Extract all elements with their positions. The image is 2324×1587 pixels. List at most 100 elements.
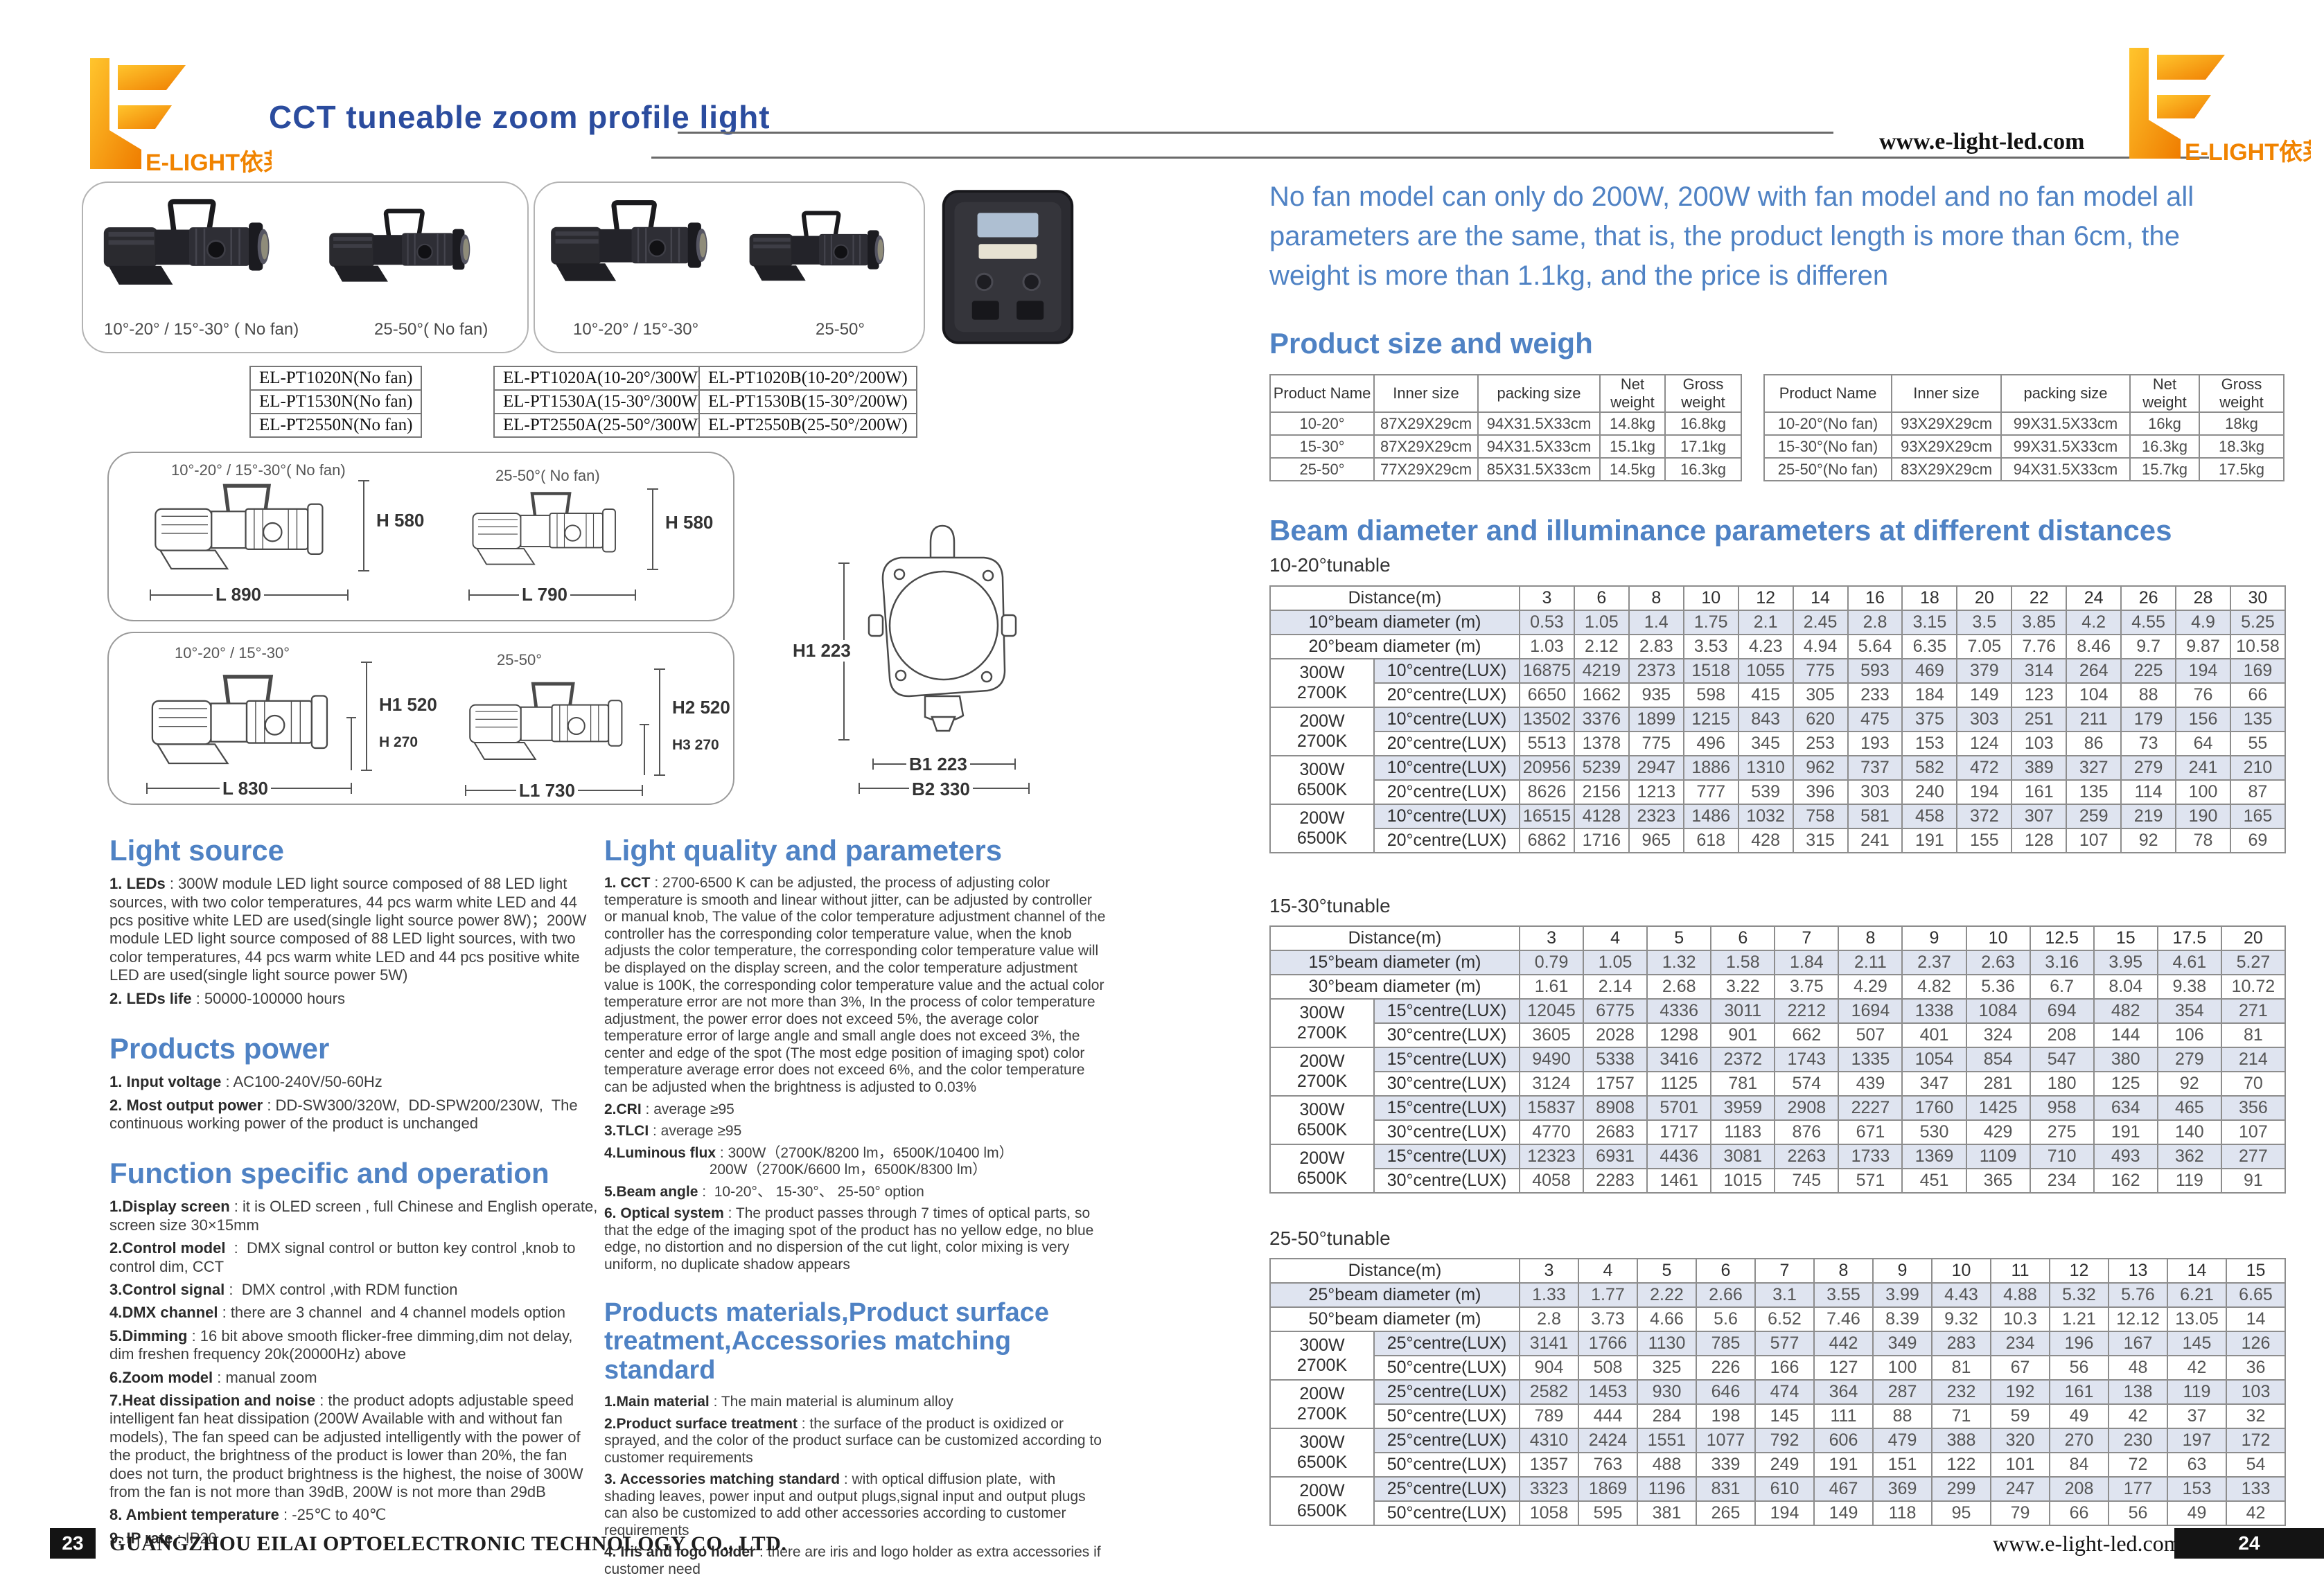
spec-item-text: : manual zoom [213,1368,317,1386]
beam-row: 300W 2700K 10°centre(LUX) 16875 4219 2373 151… [1269,658,2286,708]
photo-box-nofan: 10°-20° / 15°-30° ( No fan) 25-50°( No f… [82,181,529,353]
spec-item-label: 2. LEDs life [109,989,192,1007]
products-power-items: 1. Input voltage : AC100-240V/50-60Hz 2. … [109,1073,598,1133]
lux-value: 458 [1901,804,1958,829]
angle-label: 10°centre(LUX) [1373,804,1520,829]
beam-value: 2.45 [1792,610,1849,635]
model-row: EL-PT1530B(15-30°/200W) [698,389,917,414]
power-label: 300W 6500K [1269,1095,1375,1145]
lux-value: 161 [2011,779,2068,805]
lux-value: 233 [1847,682,1903,708]
distance-value: 4 [1583,925,1648,951]
lux-value: 598 [1682,682,1739,708]
lux-value: 1899 [1628,707,1684,732]
spec-item: 5.Dimming : 16 bit above smooth flicker-… [109,1327,598,1364]
lux-value: 965 [1628,828,1684,853]
beam-value: 1.4 [1628,610,1684,635]
distance-value: 24 [2066,585,2122,611]
lux-value: 100 [2175,779,2231,805]
spec-item: 2.Product surface treatment : the surfac… [604,1416,1107,1467]
lux-value: 508 [1578,1355,1638,1381]
beam-row: 50°centre(LUX) 1058 595 381 265 194 149 118 95 79… [1270,1500,2286,1526]
lux-value: 125 [2093,1071,2158,1097]
size-cell: 83X29X29cm [1891,457,2002,481]
lux-value: 145 [2167,1331,2227,1356]
beam-value: 9.38 [2156,974,2222,1000]
dimension-label: H2 520 [669,697,733,718]
distance-value: 18 [1901,585,1958,611]
lux-value: 69 [2229,828,2286,853]
lux-value: 198 [1696,1403,1756,1429]
power-label: 200W 6500K [1269,1476,1375,1526]
section-title-function-specific: Function specific and operation [109,1157,549,1190]
angle-label: 50°centre(LUX) [1373,1355,1520,1381]
website-link-top[interactable]: www.e-light-led.com [1879,129,2085,154]
beam-table: Distance(m) 3 6 8 10 12 14 16 18 20 22 24 26 28 30 10°b… [1269,585,2286,853]
beam-value: 6.52 [1754,1306,1815,1332]
lux-value: 42 [2226,1500,2286,1526]
lux-value: 277 [2220,1144,2286,1169]
lux-value: 194 [1956,779,2013,805]
lux-value: 107 [2220,1119,2286,1145]
lux-value: 2227 [1838,1095,1903,1121]
spec-item-label: 4.Luminous flux [604,1144,716,1161]
lux-value: 307 [2011,804,2068,829]
lux-value: 191 [1813,1452,1874,1478]
angle-label: 20°centre(LUX) [1373,779,1520,805]
diagram-caption: 25-50° [497,651,543,668]
lux-value: 1109 [1965,1144,2031,1169]
beam-row: 200W 2700K 10°centre(LUX) 13502 3376 1899 121… [1269,707,2286,756]
spec-item-label: 6.Zoom model [109,1368,213,1386]
diagram-box-fan: 10°-20° / 15°-30° H1 520 H 270 L 830 25-… [107,632,734,805]
spec-item-label: 6. Optical system [604,1205,724,1222]
lux-value: 758 [1792,804,1849,829]
beam-value: 8.39 [1872,1306,1933,1332]
spec-item-text: : The main material is aluminum alloy [709,1393,953,1410]
lux-value: 930 [1637,1379,1697,1405]
lux-value: 153 [2167,1476,2227,1502]
website-link-bottom[interactable]: www.e-light-led.com [1993,1531,2181,1556]
lux-value: 781 [1710,1071,1776,1097]
lux-value: 479 [1872,1428,1933,1453]
lux-value: 42 [2108,1403,2168,1429]
lux-value: 12323 [1518,1144,1585,1169]
distance-value: 10 [1965,925,2031,951]
beam-value: 3.5 [1956,610,2013,635]
lux-value: 145 [1754,1403,1815,1429]
spec-item-label: 3.TLCI [604,1123,649,1140]
lux-value: 3959 [1710,1095,1776,1121]
lux-value: 901 [1710,1022,1776,1048]
beam-value: 9.7 [2120,634,2177,659]
lux-value: 127 [1813,1355,1874,1381]
beam-row: 300W 6500K 10°centre(LUX) 20956 5239 2947 188… [1269,755,2286,805]
lux-value: 1055 [1737,658,1794,684]
lux-value: 785 [1696,1331,1756,1356]
lux-value: 1886 [1682,755,1739,781]
lux-value: 144 [2093,1022,2158,1048]
lux-value: 469 [1901,658,1958,684]
lux-value: 530 [1901,1119,1967,1145]
lux-value: 103 [2011,731,2068,756]
spec-item-text: : there are iris and logo holder as extr… [604,1544,1105,1578]
beam-row: 30°centre(LUX) 3605 2028 1298 901 662 507 401 32… [1270,1022,2286,1048]
beam-row: 30°centre(LUX) 3124 1757 1125 781 574 439 347 28… [1270,1071,2286,1097]
lux-value: 737 [1847,755,1903,781]
lux-value: 232 [1931,1379,1991,1405]
distance-value: 16 [1847,585,1903,611]
spec-item-label: 2.CRI [604,1101,642,1117]
lux-value: 325 [1637,1355,1697,1381]
model-row: EL-PT2550N(No fan) [249,413,423,438]
lux-value: 488 [1637,1452,1697,1478]
angle-label: 20°centre(LUX) [1373,731,1520,756]
size-col-header: Net weight [1599,374,1666,413]
section-title-products-power: Products power [109,1031,330,1065]
lux-value: 428 [1737,828,1794,853]
lux-value: 345 [1737,731,1794,756]
photo-box-fan: 10°-20° / 15°-30° 25-50° [534,181,925,353]
beam-value: 4.43 [1931,1282,1991,1308]
lux-value: 92 [2156,1071,2222,1097]
lux-value: 100 [1872,1355,1933,1381]
lux-value: 876 [1774,1119,1840,1145]
model-cell: EL-PT2550N(No fan) [249,413,423,438]
lux-value: 2947 [1628,755,1684,781]
